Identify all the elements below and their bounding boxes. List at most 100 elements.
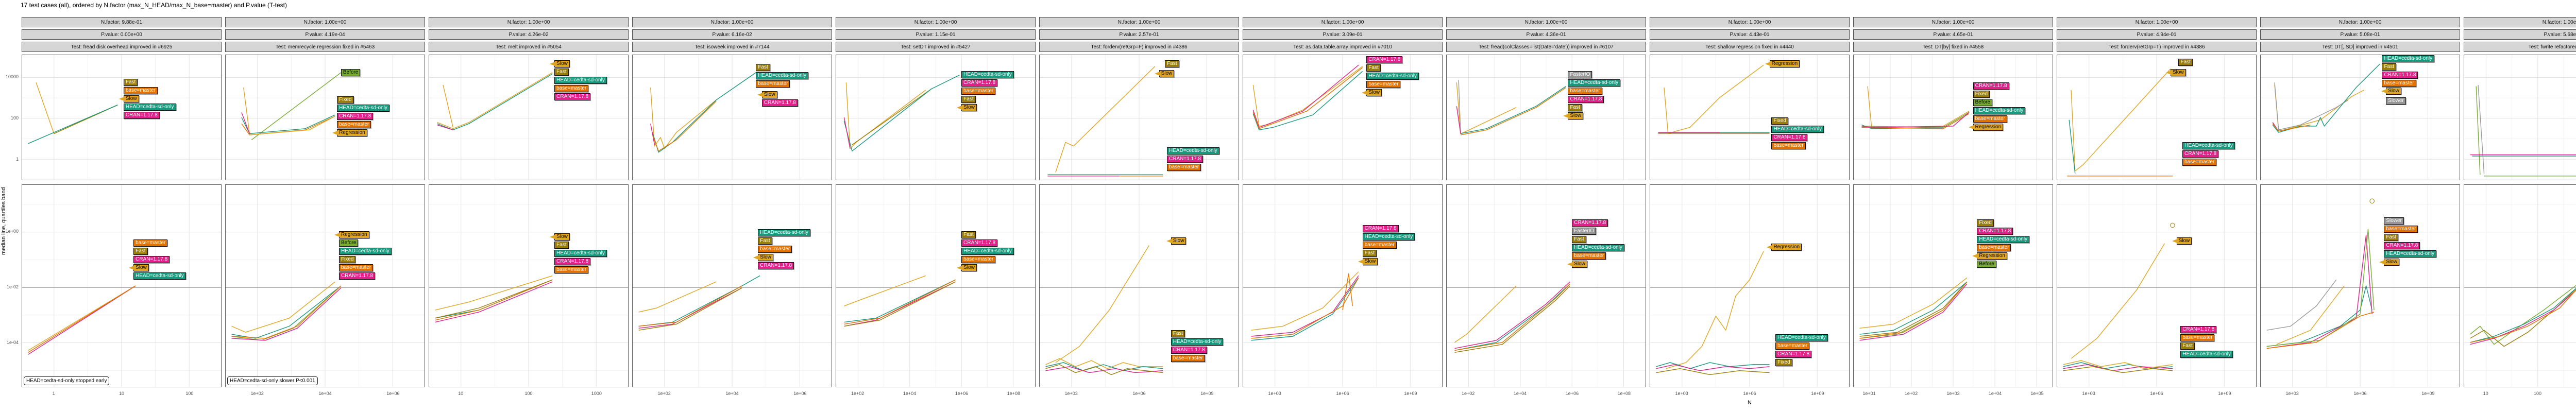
x-tick-label: 1000 [591, 391, 602, 396]
series-line-orange [1253, 67, 1362, 129]
series-label-chip: CRAN=1.17.8 [1572, 219, 1608, 227]
series-line-magenta [1861, 112, 1969, 127]
x-tick-label: 1e+06 [1132, 391, 1146, 396]
series-label-chip: CRAN=1.17.8 [961, 239, 998, 247]
series-line-gold [1251, 272, 1358, 331]
series-line-teal [28, 105, 118, 144]
series-label-chip: Fast [554, 242, 569, 249]
panel-kilobytes: Fast base=master Slow HEAD=cedta-sd-only CRA… [22, 55, 222, 180]
x-tick-row: 1e+02 1e+04 1e+06 [225, 391, 425, 397]
x-tick-label: 1e+03 [1268, 391, 1281, 396]
panel-kilobytes: Fast HEAD=cedta-sd-only base=master Slow CRA… [632, 55, 832, 180]
series-label-chip: HEAD=cedta-sd-only [1167, 147, 1219, 155]
facet-strip-test: Test: DT[by] fixed in #4558 [1853, 42, 2053, 52]
series-label-chip: Regression [332, 129, 367, 136]
x-tick-label: 100 [524, 391, 533, 396]
facet-column: N.factor: 1.00e+00 P.value: 4.19e-04 Test:… [225, 17, 425, 402]
series-line-magenta [242, 112, 249, 133]
series-line-gold [1046, 358, 1163, 369]
facet-strip-test: Test: forderv(retGrp=F) improved in #438… [1039, 42, 1239, 52]
series-label-chip: HEAD=cedta-sd-only [961, 248, 1014, 255]
series-label-chip: Regression [1765, 60, 1800, 67]
series-label-chip: Fast [2180, 342, 2195, 350]
panel-kilobytes: Before Fixed HEAD=cedta-sd-only CRAN=1.17.8… [225, 55, 425, 180]
series-label-chip: CRAN=1.17.8 [1362, 225, 1399, 233]
series-label-chip: Fast [758, 237, 772, 245]
series-line-gold [2277, 286, 2344, 345]
series-label-chip: HEAD=cedta-sd-only [1568, 79, 1621, 87]
series-line-magenta [1456, 106, 1461, 133]
facet-strip-test: Test: shallow regression fixed in #4440 [1650, 42, 1850, 52]
series-label-chip: Fast [2384, 233, 2398, 241]
panel-seconds: Slower base=master Fast CRAN=1.17.8 HEAD=ced… [2260, 184, 2460, 387]
series-line-teal [2273, 64, 2380, 132]
panel-kilobytes: Slow Fast HEAD=cedta-sd-only base=master CRA… [429, 55, 629, 180]
panel-grid-and-lines [429, 185, 628, 387]
label-cluster: CRAN=1.17.8 FasterIO Fast HEAD=cedta-sd-onl… [1567, 219, 1624, 268]
series-label-chip: CRAN=1.17.8 [761, 99, 798, 107]
series-line-gold [2071, 69, 2171, 171]
series-line-gold [2063, 360, 2173, 369]
panel-seconds: CRAN=1.17.8 FasterIO Fast HEAD=cedta-sd-onl… [1446, 184, 1646, 387]
series-line-gray [1459, 80, 1461, 133]
series-line-orange [639, 286, 742, 326]
series-label-chip: Fixed [1775, 359, 1792, 367]
series-label-chip: CRAN=1.17.8 [1973, 82, 2009, 90]
label-pointer-icon [129, 265, 134, 270]
series-line-gold [844, 276, 925, 306]
x-tick-label: 1e+06 [955, 391, 969, 396]
x-tick-label: 10 [118, 391, 125, 396]
series-label-chip: base=master [1171, 355, 1205, 363]
series-label-chip: Fast [2178, 59, 2193, 66]
series-label-chip: HEAD=cedta-sd-only [133, 272, 186, 280]
label-cluster: Slow [2172, 237, 2192, 245]
series-label-chip: Regression [1767, 243, 1802, 251]
series-label-chip: HEAD=cedta-sd-only [2182, 142, 2235, 150]
facet-column: N.factor: 1.00e+00 P.value: 4.65e-01 Test:… [1853, 17, 2053, 402]
y-tick-label: 1 [15, 156, 19, 162]
series-line-orange [232, 286, 341, 338]
label-pointer-icon [332, 130, 338, 135]
label-pointer-icon [2379, 260, 2385, 264]
series-label-chip: base=master [1977, 244, 2011, 251]
x-tick-row: 1e+03 1e+06 1e+09 [1039, 391, 1239, 397]
label-cluster: Fast CRAN=1.17.8 HEAD=cedta-sd-only base=ma… [957, 231, 1014, 272]
label-pointer-icon [550, 235, 555, 239]
series-line-magenta [1656, 365, 1770, 371]
x-tick-label: 1e+03 [1946, 391, 1960, 396]
facet-column: N.factor: 1.00e+00 P.value: 1.15e-01 Test:… [836, 17, 1036, 402]
label-cluster: Fast HEAD=cedta-sd-only base=master [756, 63, 808, 88]
series-label-chip: Slow [1358, 258, 1378, 266]
series-line-gold [1056, 246, 1149, 363]
series-line-gold [1056, 66, 1155, 173]
series-line-gold [1456, 82, 1516, 133]
x-tick-label: 1e+03 [1675, 391, 1688, 396]
series-label-chip: CRAN=1.17.8 [1775, 351, 1812, 358]
panel-kilobytes: HEAD=cedta-sd-only Fast CRAN=1.17.8 base=ma… [2260, 55, 2460, 180]
x-tick-label: 1e+04 [903, 391, 917, 396]
y-tick-label: 1e-04 [6, 340, 19, 346]
label-cluster: Fast HEAD=cedta-sd-only CRAN=1.17.8 base=ma… [1171, 330, 1224, 363]
x-tick-label: 10 [2483, 391, 2488, 396]
panel-grid-and-lines [2464, 185, 2576, 387]
series-label-chip: Fast [1165, 60, 1179, 67]
series-label-chip: base=master [133, 239, 168, 247]
x-tick-label: 1e+03 [2082, 391, 2095, 396]
panel-grid-and-lines [1447, 185, 1646, 387]
y-tick-label: 1e+00 [5, 229, 19, 234]
panel-kilobytes: FasterIO HEAD=cedta-sd-only base=master CRA… [1446, 55, 1646, 180]
panel-grid-and-lines [836, 55, 1035, 180]
panel-seconds: base=master Fast CRAN=1.17.8 Slow HEAD=cedta… [22, 184, 222, 387]
label-cluster: Slow [1166, 237, 1187, 245]
series-label-chip: Fixed [1977, 219, 1994, 227]
panel-grid-and-lines [22, 185, 221, 387]
series-line-magenta [2470, 284, 2576, 345]
series-line-gold [249, 116, 335, 135]
chart-title: 17 test cases (all), ordered by N.factor… [21, 2, 287, 9]
series-label-chip: Fast [554, 68, 569, 76]
panel-caption: HEAD=cedta-sd-only stopped early [24, 376, 110, 385]
series-line-gray [2275, 82, 2348, 130]
panel-kilobytes: PRCRAN=1.17.8HEAD=cedta-sd-onlybase=mast… [2464, 55, 2576, 180]
x-tick-row: 10 100 1000 [429, 391, 629, 397]
facet-strip-nfactor: N.factor: 1.00e+00 [2464, 17, 2576, 27]
